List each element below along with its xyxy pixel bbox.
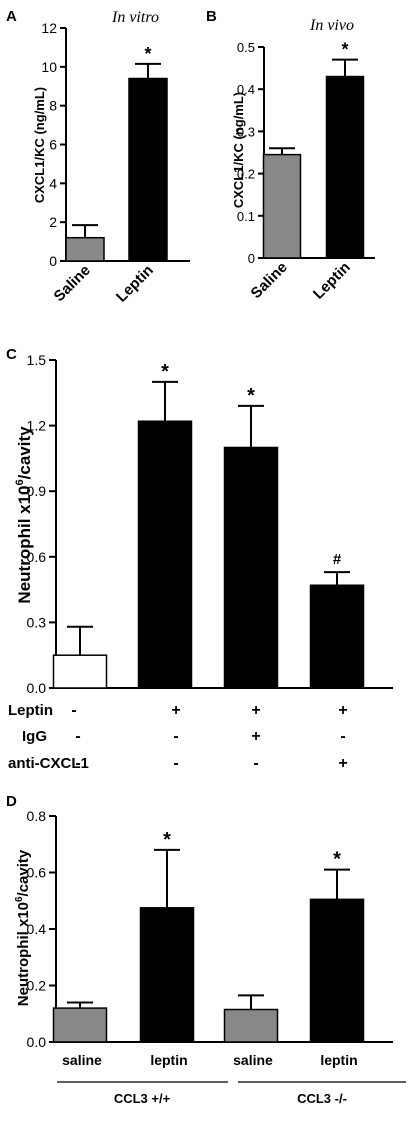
panel-c-ytick-label: 0.6 [27,549,47,565]
panel-d-bar [52,1007,108,1043]
panel-b-letter: B [206,8,217,25]
panel-b-ytick-label: 0.5 [237,40,255,55]
panel-a-ytick-label: 0 [49,253,57,269]
panel-c-letter: C [6,346,17,363]
panel-a-ytick-label: 2 [49,214,57,230]
panel-c-ytick-label: 0.3 [27,614,47,630]
panel-b-ytick-label: 0.1 [237,209,255,224]
panel-c-condition-label: anti-CXCL1 [8,755,89,772]
panel-d-ylabel: Neutrophil x106/cavity [14,849,32,1006]
panel-c-ylabel: Neutrophil x106/cavity [14,426,34,604]
panel-c-condition-value: + [251,702,260,719]
panel-b-bar [262,153,302,259]
panel-c-significance-mark: * [247,385,255,407]
panel-b-title: In vivo [309,17,354,34]
panel-d-letter: D [6,793,17,810]
panel-c-ytick-label: 1.5 [27,352,47,368]
panel-d-ytick-label: 0.8 [27,808,47,824]
panel-d-ytick-label: 0.4 [27,921,47,937]
panel-d-group-label: CCL3 -/- [297,1091,347,1106]
panel-c-condition-value: + [338,702,347,719]
panel-d-category-label: saline [233,1052,273,1068]
panel-a-letter: A [6,8,17,25]
panel-a-title: In vitro [111,9,159,26]
panel-a-category-label: Leptin [113,262,157,306]
panel-b-ylabel: CXCL1/KC (ng/mL) [231,92,246,208]
panel-d-significance-mark: * [333,849,341,871]
panel-b-ytick-label: 0.3 [237,124,255,139]
panel-c-condition-label: IgG [22,728,47,745]
panel-c-condition-value: - [75,755,80,772]
panel-a-ylabel: CXCL1/KC (ng/mL) [32,87,47,203]
panel-d-bar [309,898,365,1043]
panel-c: C Neutrophil x106/cavity 0.0 0.3 0.6 0.9 1.2… [6,346,393,772]
panel-c-condition-label: Leptin [8,702,53,719]
panel-c-bar [52,654,108,689]
panel-c-ytick-label: 0.0 [27,680,47,696]
panel-b-significance-mark: * [341,40,348,60]
panel-a-category-label: Saline [51,262,94,305]
panel-c-ytick-label: 0.9 [27,483,47,499]
panel-a-ytick-label: 12 [41,20,57,36]
panel-c-condition-value: - [71,702,76,719]
panel-c-ytick-label: 1.2 [27,418,47,434]
panel-a-ytick-label: 4 [49,175,57,191]
panel-a-ytick-label: 10 [41,59,57,75]
panel-b-ytick-label: 0 [248,251,255,266]
panel-d-group-label: CCL3 +/+ [114,1091,171,1106]
panel-b-category-label: Leptin [310,259,354,303]
panel-c-significance-mark: # [333,551,342,568]
panel-c-condition-value: - [173,755,178,772]
panel-c-bar [309,584,365,689]
panel-c-significance-mark: * [161,361,169,383]
panel-c-condition-value: - [253,755,258,772]
panel-a-bar [128,77,168,262]
panel-c-condition-value: + [171,702,180,719]
panel-c-condition-value: - [173,728,178,745]
panel-d-category-label: leptin [320,1052,357,1068]
panel-d-bar [139,907,195,1043]
panel-a-ytick-label: 6 [49,137,57,153]
panel-b-ytick-label: 0.4 [237,82,255,97]
panel-c-condition-value: - [340,728,345,745]
panel-c-bar [137,420,193,689]
panel-c-condition-value: + [338,755,347,772]
panel-c-condition-value: - [75,728,80,745]
panel-d-significance-mark: * [163,829,171,851]
panel-c-condition-value: + [251,728,260,745]
panel-d: D Neutrophil x106/cavity 0.0 0.2 0.4 0.6 0.8… [6,793,406,1106]
panel-d-category-label: saline [62,1052,102,1068]
panel-d-bar [223,1008,279,1043]
panel-c-bar [223,446,279,689]
panel-d-ytick-label: 0.2 [27,978,47,994]
panel-a-ytick-label: 8 [49,98,57,114]
panel-d-ytick-label: 0.0 [27,1034,47,1050]
panel-a: A In vitro CXCL1/KC (ng/mL) 0 2 4 6 8 10 12 * Sa… [6,8,190,306]
panel-a-bar [65,236,105,262]
panel-d-category-label: leptin [150,1052,187,1068]
panel-b: B In vivo CXCL1/KC (ng/mL) 0 0.1 0.2 0.3 0.4… [206,8,375,303]
panel-b-ytick-label: 0.2 [237,167,255,182]
panel-a-significance-mark: * [144,44,151,64]
panel-b-bar [325,75,365,259]
panel-d-ytick-label: 0.6 [27,865,47,881]
